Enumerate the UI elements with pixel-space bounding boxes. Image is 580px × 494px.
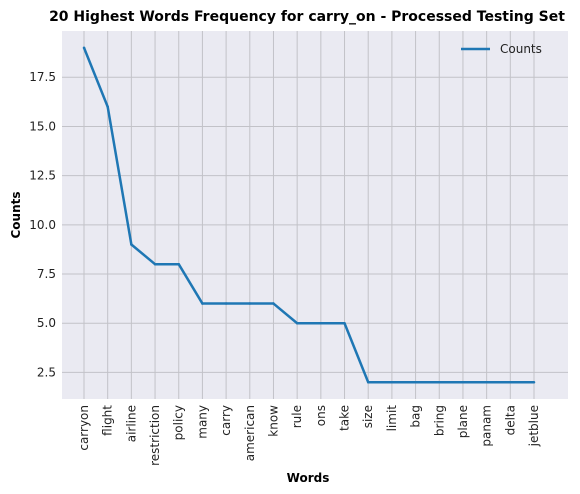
data-point [438,381,441,384]
data-point [177,262,180,266]
data-point [509,381,512,384]
x-tick-label: delta [503,405,517,435]
x-tick-label: take [338,405,352,431]
data-point [366,381,370,384]
x-tick-label: limit [385,405,399,432]
y-axis-ticks: 2.5 5.0 7.5 10.0 12.5 15.0 17.5 [29,70,56,379]
y-tick-label: 10.0 [29,218,56,232]
x-tick-label: restriction [148,405,162,466]
x-tick-label: panam [480,405,494,447]
data-point [485,381,488,384]
y-tick-label: 5.0 [37,316,56,330]
y-tick-label: 2.5 [37,365,56,379]
data-point [130,243,133,246]
y-tick-label: 12.5 [29,169,56,183]
y-tick-label: 15.0 [29,119,56,133]
grid-lines [62,31,568,399]
data-point [390,381,394,384]
y-axis-label: Counts [9,191,23,238]
data-point [414,381,417,384]
data-point [201,302,204,305]
x-tick-label: bag [409,405,423,428]
data-point [319,321,323,325]
x-tick-label: bring [432,405,446,436]
x-tick-label: many [195,405,209,439]
x-tick-label: flight [101,405,115,436]
data-point [82,46,86,49]
data-point [248,302,252,305]
data-point [224,302,228,305]
data-point [153,262,157,266]
x-tick-label: american [243,405,257,461]
x-tick-label: carryon [77,405,91,451]
data-point [532,381,536,384]
x-axis-ticks: carryon flight airline restriction policy man… [77,405,541,466]
x-tick-label: know [266,405,280,437]
x-tick-label: jetblue [527,405,541,447]
plot-area [62,31,568,399]
legend-label: Counts [500,42,542,56]
x-tick-label: size [361,405,375,428]
data-point [106,105,109,109]
data-point [343,321,346,325]
x-tick-label: airline [124,405,138,442]
data-point [295,321,299,325]
legend: Counts [461,42,542,56]
y-tick-label: 17.5 [29,70,56,84]
data-point [272,302,275,305]
chart-title: 20 Highest Words Frequency for carry_on … [49,9,565,25]
x-tick-label: rule [290,405,304,428]
y-tick-label: 7.5 [37,267,56,281]
x-axis-label: Words [287,471,330,485]
x-tick-label: plane [456,405,470,438]
series-line-counts [82,47,534,384]
x-tick-label: carry [219,405,233,436]
x-tick-label: policy [172,405,186,440]
x-tick-label: ons [314,405,328,426]
series-layer [82,46,536,384]
data-point [461,381,465,384]
